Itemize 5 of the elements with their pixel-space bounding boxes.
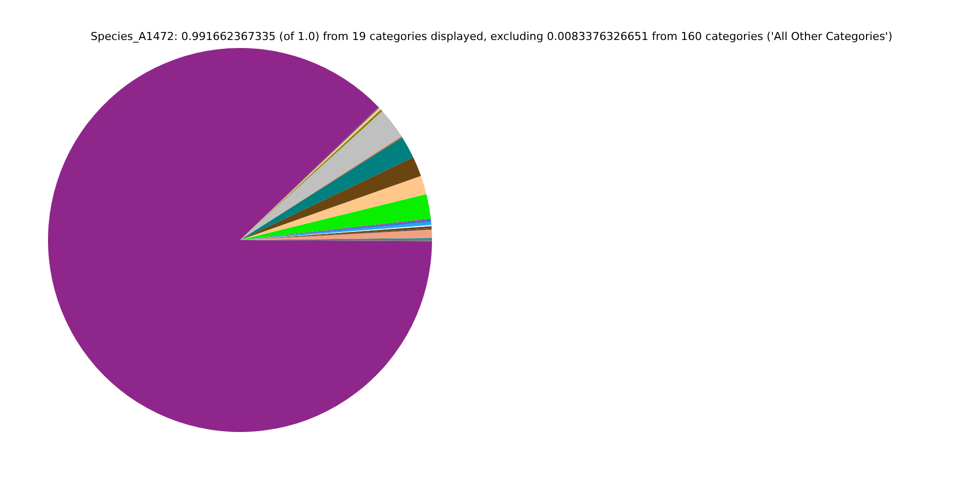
text: Species_A1472: 0.991662367335 (of 1.0) from 19 categories displayed, excluding 0.0083376326651 from 160 categories ('All Other Categories') bbox=[90, 30, 892, 43]
pie-slice bbox=[48, 48, 432, 432]
pie-slice bbox=[240, 176, 426, 240]
pie-slice bbox=[240, 157, 421, 240]
pie-slice bbox=[240, 194, 431, 240]
